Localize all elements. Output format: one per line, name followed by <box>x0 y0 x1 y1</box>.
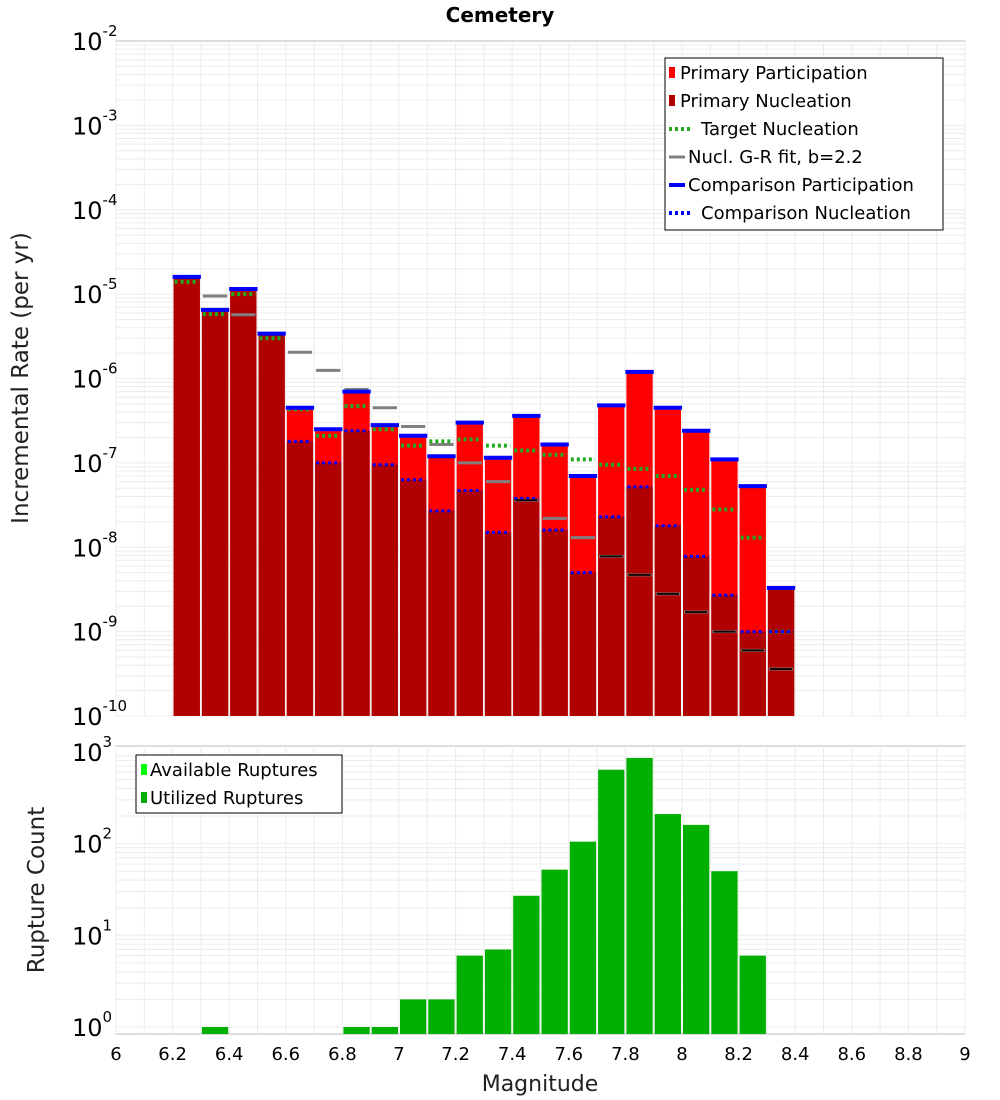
bar-primary-nucleation <box>541 530 568 716</box>
y-tick-label: 101 <box>72 916 112 950</box>
x-tick-label: 7.8 <box>611 1044 640 1065</box>
bar-utilized-ruptures <box>456 955 483 1034</box>
y-tick-label: 10-7 <box>72 444 118 478</box>
y-tick-label: 10-10 <box>72 697 127 731</box>
bar-primary-nucleation <box>683 556 710 716</box>
bar-utilized-ruptures <box>201 1027 229 1034</box>
legend-label-target-nucleation: Target Nucleation <box>700 119 859 140</box>
y-tick-label: 10-3 <box>72 106 118 140</box>
x-tick-label: 8.8 <box>894 1044 923 1065</box>
bar-primary-nucleation <box>711 595 738 716</box>
bar-utilized-ruptures <box>541 869 568 1034</box>
bar-primary-nucleation <box>456 490 483 716</box>
x-tick-label: 7 <box>393 1044 404 1065</box>
bar-utilized-ruptures <box>598 769 625 1034</box>
x-tick-label: 8.2 <box>724 1044 753 1065</box>
bar-utilized-ruptures <box>569 841 597 1034</box>
legend-swatch-available-ruptures <box>141 764 147 775</box>
bar-utilized-ruptures <box>739 955 766 1034</box>
y-tick-label: 10-4 <box>72 191 118 225</box>
bar-primary-nucleation <box>569 572 597 716</box>
bar-primary-nucleation <box>654 525 681 716</box>
bar-primary-nucleation <box>315 462 342 716</box>
rates-legend-box <box>664 57 944 231</box>
rates-bars <box>173 276 795 716</box>
legend-label-comparison-nucleation: Comparison Nucleation <box>701 203 911 224</box>
bar-utilized-ruptures <box>654 814 681 1034</box>
legend-swatch-primary-participation <box>669 67 675 78</box>
bar-primary-nucleation <box>767 587 795 716</box>
bar-primary-nucleation <box>739 631 766 716</box>
counts-y-ticks: 100 101 102 103 <box>72 733 112 1042</box>
bar-utilized-ruptures <box>371 1027 398 1034</box>
y-tick-label: 10-6 <box>72 360 118 394</box>
y-tick-label: 10-9 <box>72 613 118 647</box>
legend-label-gr-fit: Nucl. G-R fit, b=2.2 <box>688 147 863 168</box>
counts-legend: Available Ruptures Utilized Ruptures <box>135 754 343 814</box>
bar-primary-nucleation <box>400 479 427 716</box>
x-tick-label: 6.8 <box>328 1044 357 1065</box>
bar-primary-nucleation <box>286 441 314 716</box>
bar-utilized-ruptures <box>683 824 710 1034</box>
y-tick-label: 10-5 <box>72 275 118 309</box>
bar-utilized-ruptures <box>711 871 738 1034</box>
bar-primary-nucleation <box>626 486 653 716</box>
bar-primary-nucleation <box>201 309 229 716</box>
x-axis-ticks: 6 6.2 6.4 6.6 6.8 7 7.2 7.4 7.6 7.8 8 8.2 8.4 8.6 8.8 9 <box>110 1044 970 1065</box>
x-tick-label: 7.2 <box>441 1044 470 1065</box>
x-axis-label: Magnitude <box>482 1072 599 1097</box>
x-tick-label: 6.6 <box>271 1044 300 1065</box>
bar-primary-nucleation <box>513 498 540 716</box>
bar-primary-nucleation <box>230 289 257 716</box>
legend-label-primary-participation: Primary Participation <box>680 63 868 84</box>
rates-y-axis-label: Incremental Rate (per yr) <box>8 232 34 524</box>
bar-primary-nucleation <box>428 510 455 716</box>
x-tick-label: 6.2 <box>158 1044 187 1065</box>
bar-utilized-ruptures <box>343 1027 370 1034</box>
bar-primary-nucleation <box>343 430 370 716</box>
y-tick-label: 10-2 <box>72 22 118 56</box>
bar-utilized-ruptures <box>513 895 540 1034</box>
x-tick-label: 7.4 <box>498 1044 527 1065</box>
x-tick-label: 8 <box>676 1044 687 1065</box>
bar-primary-nucleation <box>484 532 512 716</box>
bar-utilized-ruptures <box>400 999 427 1034</box>
x-tick-label: 6 <box>110 1044 121 1065</box>
chart-title: Cemetery <box>446 3 555 27</box>
rates-y-ticks: 10-10 10-9 10-8 10-7 10-6 10-5 10-4 10-3 10-2 <box>72 22 127 731</box>
y-tick-label: 10-8 <box>72 528 118 562</box>
legend-label-available-ruptures: Available Ruptures <box>150 760 318 781</box>
y-tick-label: 102 <box>72 825 112 859</box>
bar-primary-nucleation <box>258 333 285 716</box>
legend-label-primary-nucleation: Primary Nucleation <box>680 91 852 112</box>
x-tick-label: 6.4 <box>215 1044 244 1065</box>
counts-legend-box <box>135 754 343 814</box>
legend-label-comparison-participation: Comparison Participation <box>688 175 914 196</box>
bar-primary-nucleation <box>371 464 398 716</box>
bar-primary-nucleation <box>173 276 200 716</box>
y-tick-label: 100 <box>72 1008 112 1042</box>
bar-utilized-ruptures <box>484 949 512 1034</box>
legend-label-utilized-ruptures: Utilized Ruptures <box>150 788 303 809</box>
rates-lines <box>172 274 796 671</box>
counts-y-axis-label: Rupture Count <box>24 807 50 973</box>
bar-utilized-ruptures <box>626 757 653 1034</box>
y-tick-label: 103 <box>72 733 112 767</box>
legend-swatch-utilized-ruptures <box>141 792 147 803</box>
bar-utilized-ruptures <box>428 999 455 1034</box>
rates-legend: Primary Participation Primary Nucleation… <box>664 57 944 231</box>
x-tick-label: 7.6 <box>554 1044 583 1065</box>
counts-bars <box>201 757 766 1034</box>
legend-swatch-primary-nucleation <box>669 95 675 106</box>
bar-primary-nucleation <box>598 516 625 716</box>
x-tick-label: 8.4 <box>781 1044 810 1065</box>
x-tick-label: 9 <box>959 1044 970 1065</box>
x-tick-label: 8.6 <box>837 1044 866 1065</box>
